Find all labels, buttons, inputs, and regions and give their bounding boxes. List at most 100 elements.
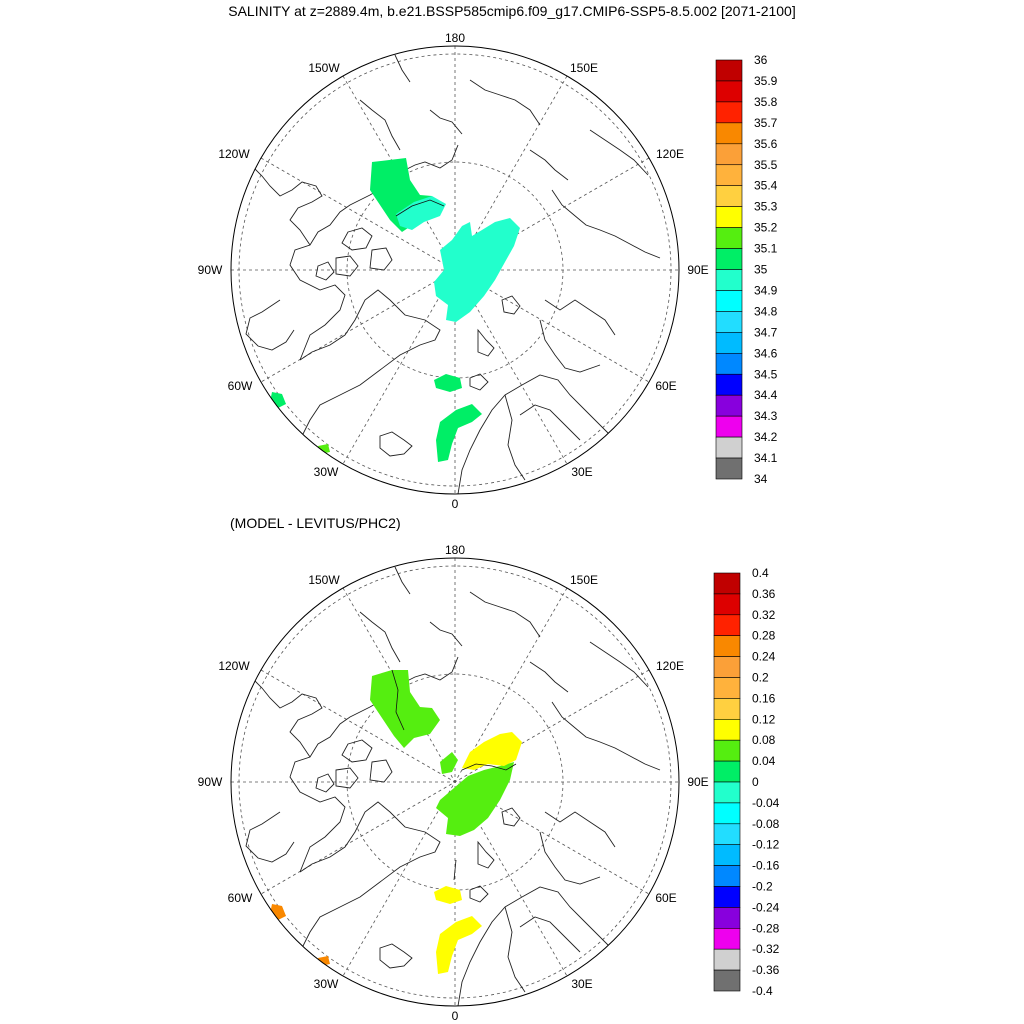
- colorbar-swatch: [715, 457, 743, 480]
- fram-strait-patch: [434, 374, 462, 392]
- lon-label-120w: 120W: [218, 147, 250, 161]
- colorbar-swatch: [713, 865, 741, 887]
- colorbar-tick-label: 35.4: [754, 179, 778, 193]
- colorbar-tick-label: 35.1: [754, 242, 778, 256]
- colorbar-tick-label: 36: [754, 53, 768, 67]
- colorbar-swatch: [713, 802, 741, 825]
- lon-label-0: 0: [452, 497, 459, 511]
- colorbar-tick-label: 35.7: [754, 116, 778, 130]
- colorbar-tick-label: 0.28: [752, 629, 776, 643]
- colorbar-tick-label: 0.04: [752, 754, 776, 768]
- salinity-colorbar: 36 35.9 35.8 35.7 35.6 35.5 35.4 35.3 35.2 35.1 35…: [715, 53, 778, 486]
- lon-label-60e: 60E: [655, 891, 676, 905]
- map-boundary: [230, 557, 680, 1007]
- eurasian-basin-patch: [434, 218, 520, 322]
- colorbar-swatch: [713, 593, 741, 616]
- canada-basin-patch: [370, 670, 440, 748]
- colorbar-tick-label: -0.12: [752, 838, 780, 852]
- greenland-sea-patch: [436, 404, 482, 462]
- colorbar-tick-label: 0.24: [752, 650, 776, 664]
- coastlines: [245, 54, 661, 494]
- eurasian-basin-patch: [436, 762, 514, 836]
- colorbar-tick-label: 35.2: [754, 221, 778, 235]
- lon-label-30w: 30W: [314, 977, 339, 991]
- lon-label-30w: 30W: [314, 465, 339, 479]
- colorbar-tick-label: -0.08: [752, 817, 780, 831]
- colorbar-swatch: [715, 59, 743, 82]
- lon-label-30e: 30E: [571, 465, 592, 479]
- colorbar-swatch: [713, 948, 741, 971]
- colorbar-tick-label: 0.32: [752, 608, 776, 622]
- colorbar-tick-label: -0.36: [752, 963, 780, 977]
- lon-label-60w: 60W: [228, 379, 253, 393]
- contour-lines: [391, 669, 517, 881]
- lon-label-180: 180: [445, 31, 465, 45]
- colorbar-swatch: [713, 572, 741, 595]
- colorbar-tick-label: 34.5: [754, 367, 778, 381]
- colorbar-tick-label: -0.28: [752, 921, 780, 935]
- colorbar-swatch: [713, 677, 741, 699]
- colorbar-tick-label: 35.8: [754, 95, 778, 109]
- colorbar-swatch: [713, 718, 741, 741]
- lon-label-150w: 150W: [308, 61, 340, 75]
- colorbar-tick-label: 34.2: [754, 430, 778, 444]
- colorbar-tick-label: 0.08: [752, 733, 776, 747]
- colorbar-swatch: [715, 373, 743, 396]
- colorbar-tick-label: 35.9: [754, 74, 778, 88]
- colorbar-swatch: [713, 698, 741, 720]
- colorbar-tick-label: 34.8: [754, 304, 778, 318]
- fram-strait-patch: [434, 886, 462, 904]
- colorbar-swatch: [715, 311, 743, 333]
- colorbar-swatch: [715, 394, 743, 417]
- colorbar-swatch: [713, 656, 741, 678]
- longitude-labels: 180 0 150W 150E 120W 120E 90W 90E 60W 60…: [198, 543, 709, 1023]
- colorbar-tick-label: 0.2: [752, 671, 769, 685]
- greenland-sea-patch: [436, 916, 482, 974]
- colorbar-swatch: [713, 844, 741, 866]
- colorbar-tick-label: 0.4: [752, 566, 769, 580]
- colorbar-tick-label: 34.3: [754, 409, 778, 423]
- colorbar-swatch: [713, 907, 741, 929]
- colorbar-tick-label: -0.32: [752, 942, 780, 956]
- lon-label-120e: 120E: [656, 659, 684, 673]
- colorbar-swatch: [715, 352, 743, 375]
- lon-label-90w: 90W: [198, 263, 223, 277]
- colorbar-tick-label: 34.4: [754, 388, 778, 402]
- lon-label-60w: 60W: [228, 891, 253, 905]
- lon-label-180: 180: [445, 543, 465, 557]
- colorbar-swatch: [713, 635, 741, 657]
- colorbar-tick-label: -0.24: [752, 900, 780, 914]
- colorbar-swatch: [715, 185, 743, 207]
- difference-shading: [270, 670, 522, 974]
- colorbar-swatch: [713, 823, 741, 845]
- colorbar-swatch: [715, 436, 743, 459]
- chukchi-patch: [396, 196, 446, 230]
- colorbar-swatch: [715, 122, 743, 145]
- lon-label-150w: 150W: [308, 573, 340, 587]
- colorbar-swatch: [715, 415, 743, 438]
- contour-lines: [395, 199, 445, 217]
- colorbar-tick-label: 0: [752, 775, 759, 789]
- lon-label-0: 0: [452, 1009, 459, 1023]
- colorbar-tick-label: 35.5: [754, 158, 778, 172]
- colorbar-tick-label: 0.12: [752, 712, 776, 726]
- figure-title: SALINITY at z=2889.4m, b.e21.BSSP585cmip…: [228, 3, 796, 19]
- lon-label-30e: 30E: [571, 977, 592, 991]
- colorbar-swatch: [715, 332, 743, 354]
- lon-label-60e: 60E: [655, 379, 676, 393]
- colorbar-swatch: [715, 248, 743, 270]
- colorbar-swatch: [713, 886, 741, 908]
- colorbar-tick-label: 35.3: [754, 200, 778, 214]
- eurasian-basin-upper-patch: [462, 732, 522, 770]
- lon-label-150e: 150E: [570, 573, 598, 587]
- figure-subtitle: (MODEL - LEVITUS/PHC2): [230, 515, 401, 531]
- salinity-map-panel: 180 0 150W 150E 120W 120E 90W 90E 60W 60…: [198, 31, 778, 511]
- colorbar-tick-label: 0.36: [752, 587, 776, 601]
- colorbar-swatch: [715, 269, 743, 291]
- eurasian-basin-small-patch: [440, 752, 458, 774]
- colorbar-tick-label: -0.16: [752, 859, 780, 873]
- lon-label-150e: 150E: [570, 61, 598, 75]
- lon-label-90w: 90W: [198, 775, 223, 789]
- colorbar-swatch: [715, 101, 743, 124]
